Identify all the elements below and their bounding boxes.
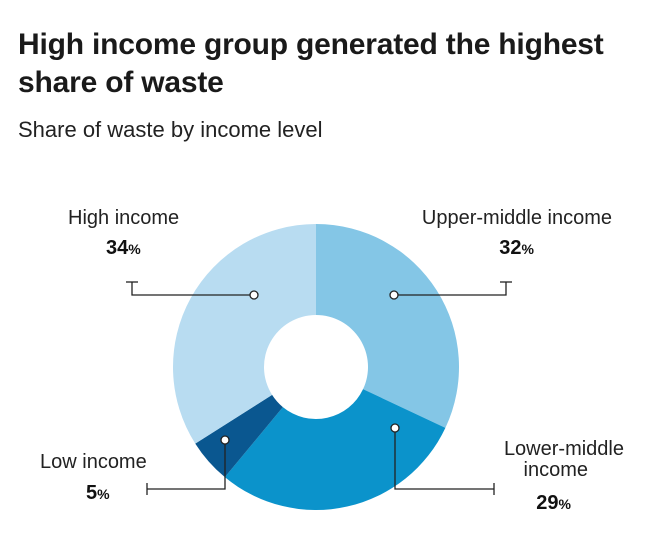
leader-lines — [126, 281, 512, 495]
label-name-upper-middle-income: Upper-middle income — [422, 207, 612, 229]
label-value-high-income: 34% — [106, 237, 141, 259]
leader-dot-lower-middle-income — [390, 423, 400, 433]
leader-line-high-income — [131, 282, 254, 296]
slice-high-income — [173, 224, 316, 444]
leader-line-lower-middle-income — [394, 428, 494, 490]
label-name-lower-middle-income-line-1: Lower-middle — [504, 438, 624, 460]
label-value-upper-middle-income: 32% — [499, 237, 534, 259]
chart-subtitle: Share of waste by income level — [18, 117, 323, 142]
slice-upper-middle-income — [316, 224, 459, 428]
leader-dot-high-income — [249, 290, 259, 300]
slice-lower-middle-income — [224, 389, 446, 510]
leader-line-upper-middle-income — [394, 282, 507, 296]
slice-low-income — [195, 394, 283, 478]
leader-dot-upper-middle-income — [389, 290, 399, 300]
leader-dot-low-income — [220, 435, 230, 445]
slice-labels: Upper-middle income 32% Lower-middleincome… — [40, 207, 624, 514]
donut-slices — [173, 224, 459, 510]
label-name-high-income: High income — [68, 207, 179, 229]
leader-line-low-income — [147, 440, 226, 490]
label-value-lower-middle-income: 29% — [536, 492, 571, 514]
label-name-low-income: Low income — [40, 451, 147, 473]
chart-title: High income group generated the highest … — [18, 28, 604, 99]
label-value-low-income: 5% — [86, 482, 110, 504]
label-name-lower-middle-income-line-2: income — [524, 459, 588, 481]
